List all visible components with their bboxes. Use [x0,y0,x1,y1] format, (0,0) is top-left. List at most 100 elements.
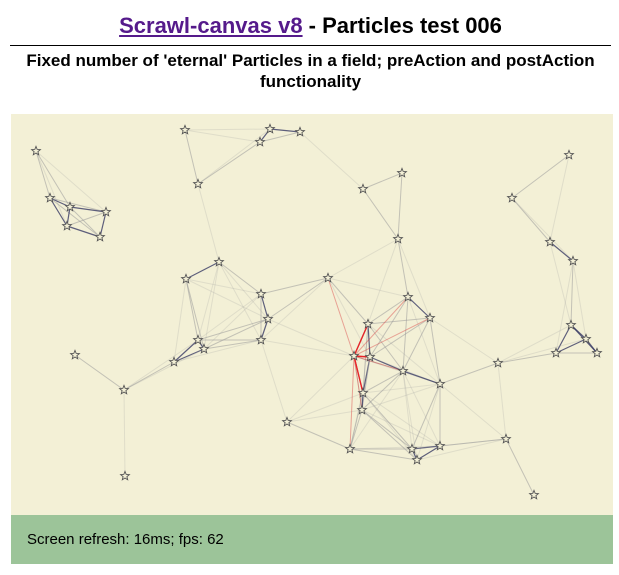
connection-line [267,277,329,320]
star-icon [591,347,603,358]
connection-line [362,172,403,190]
star-icon [528,489,540,500]
connection-line [555,324,572,354]
star-icon [364,351,376,362]
connection-line [349,370,404,450]
connection-line [497,352,557,364]
star-icon [563,149,575,160]
connection-line [416,383,441,461]
connection-line [439,438,507,447]
star-icon [434,378,446,389]
connection-line [353,317,431,357]
connection-line [367,323,371,358]
connection-line [362,383,441,394]
connection-line [74,354,125,391]
connection-line [173,278,187,363]
connection-line [353,355,363,411]
connection-line [260,277,329,295]
connection-line [69,206,101,238]
star-icon [44,192,56,203]
star-icon [434,440,446,451]
connection-line [353,355,364,394]
star-icon [255,334,267,345]
star-icon [30,145,42,156]
connection-line [362,370,404,394]
connection-line [173,339,262,363]
connection-line [511,197,574,262]
star-icon [396,167,408,178]
connection-line [361,409,441,447]
connection-line [416,445,441,461]
star-icon [544,236,556,247]
connection-line [361,356,371,411]
star-icon [119,470,131,481]
connection-line [411,445,441,450]
connection-line [267,318,355,357]
connection-line [123,348,205,391]
connection-line [218,261,262,295]
connection-line [99,211,107,238]
connection-line [511,154,570,199]
connection-line [173,339,199,363]
connection-line [367,238,399,325]
connection-line [407,296,431,319]
connection-line [511,197,551,243]
report-panel: Screen refresh: 16ms; fps: 62 [11,515,613,564]
connection-line [407,296,441,385]
star-icon [179,124,191,135]
page-header: Scrawl-canvas v8 - Particles test 006 [10,8,611,46]
connection-line [123,389,126,477]
connection-line [286,409,363,423]
star-icon [168,356,180,367]
connection-line [35,150,51,199]
title-suffix: - Particles test 006 [302,13,502,38]
star-icon [567,255,579,266]
star-icon [262,313,274,324]
star-icon [500,433,512,444]
star-icon [180,273,192,284]
connection-line [362,392,413,450]
star-icon [357,387,369,398]
connection-line [362,323,369,394]
connection-line [353,317,431,357]
connection-line [35,150,107,213]
particle-canvas[interactable] [11,114,613,515]
connection-line [353,355,404,372]
connection-line [349,448,418,461]
connection-line [185,261,220,280]
connection-line [497,362,507,440]
star-icon [348,350,360,361]
connection-line [197,128,271,185]
connection-line [327,277,355,357]
connection-line [369,296,409,358]
star-icon [192,178,204,189]
star-icon [213,256,225,267]
star-icon [198,343,210,354]
connection-line [439,362,499,385]
star-icon [392,233,404,244]
connection-line [429,317,499,364]
connection-line [203,261,220,350]
connection-line [367,323,404,372]
connection-line [555,260,574,354]
connection-line [218,261,262,341]
star-icon [362,318,374,329]
scrawl-canvas-home-link[interactable]: Scrawl-canvas v8 [119,13,303,38]
star-icon [192,334,204,345]
connection-line [362,188,399,240]
star-icon [344,443,356,454]
star-icon [118,384,130,395]
star-icon [492,357,504,368]
connection-line [327,277,409,298]
connection-line [353,323,369,357]
star-icon [100,206,112,217]
star-icon [281,416,293,427]
connection-line [497,338,587,364]
connection-line [184,128,271,131]
connection-line [349,355,355,450]
connection-line [505,438,535,496]
star-icon [424,312,436,323]
star-icon [264,123,276,134]
connection-line [549,241,574,262]
connection-line [570,260,574,326]
